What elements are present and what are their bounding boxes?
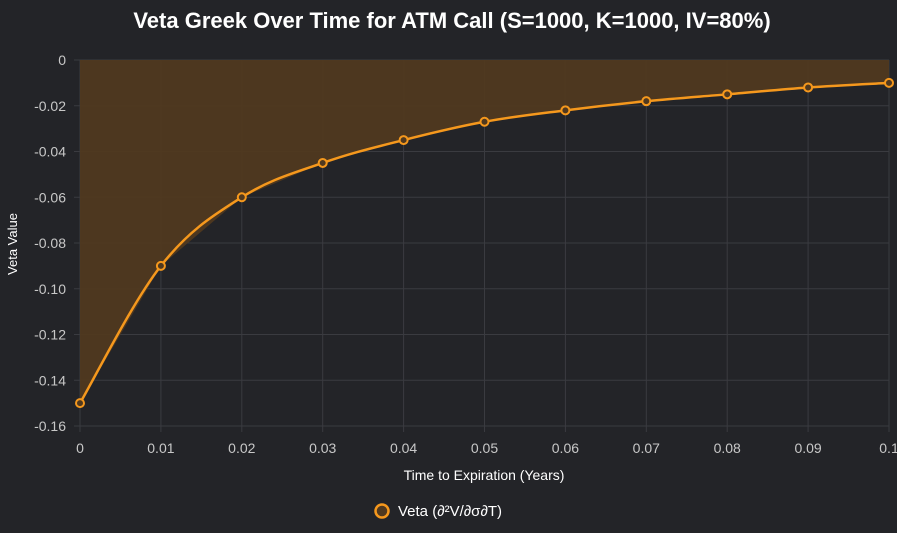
legend-marker-icon [374,503,390,519]
data-point[interactable] [236,192,247,203]
x-tick-label: 0.09 [794,440,821,456]
y-tick-label: 0 [58,52,66,68]
chart-title: Veta Greek Over Time for ATM Call (S=100… [133,8,770,33]
data-point[interactable] [75,398,85,409]
x-tick-label: 0.07 [633,440,660,456]
legend[interactable]: Veta (∂²V/∂σ∂T) [374,503,503,520]
y-tick-label: -0.14 [34,372,66,388]
data-point[interactable] [317,157,328,168]
series-area [80,60,889,404]
x-tick-label: 0.01 [147,440,174,456]
data-point[interactable] [722,89,733,100]
y-tick-label: -0.16 [34,418,66,434]
data-point[interactable] [560,105,571,116]
y-tick-label: -0.06 [34,189,66,205]
y-tick-label: -0.02 [34,98,66,114]
x-tick-label: 0.1 [879,440,897,456]
x-tick-label: 0.04 [390,440,417,456]
y-tick-labels: 0 -0.02 -0.04 -0.06 -0.08 -0.10 -0.12 -0.14 -0.1… [34,52,66,434]
data-point[interactable] [479,116,490,127]
x-tick-label: 0.06 [552,440,579,456]
x-tick-label: 0 [76,440,84,456]
data-point[interactable] [398,135,409,146]
data-point[interactable] [803,82,814,93]
y-tick-label: -0.10 [34,281,66,297]
series-line [78,81,890,404]
x-tick-label: 0.03 [309,440,336,456]
area-layer [80,60,889,404]
line-layer [78,81,890,404]
x-tick-label: 0.08 [714,440,741,456]
y-tick-label: -0.12 [34,327,66,343]
data-point[interactable] [641,96,652,107]
x-tick-label: 0.05 [471,440,498,456]
point-layer [75,77,894,409]
y-axis-label: Veta Value [5,213,20,275]
x-axis-label: Time to Expiration (Years) [404,467,565,483]
x-tick-label: 0.02 [228,440,255,456]
y-tick-label: -0.08 [34,235,66,251]
data-point[interactable] [155,260,166,271]
x-tick-labels: 0 0.01 0.02 0.03 0.04 0.05 0.06 0.07 0.08 0.09 0.1 [76,440,897,456]
legend-label: Veta (∂²V/∂σ∂T) [398,503,502,520]
data-point[interactable] [884,77,894,88]
y-tick-label: -0.04 [34,144,66,160]
